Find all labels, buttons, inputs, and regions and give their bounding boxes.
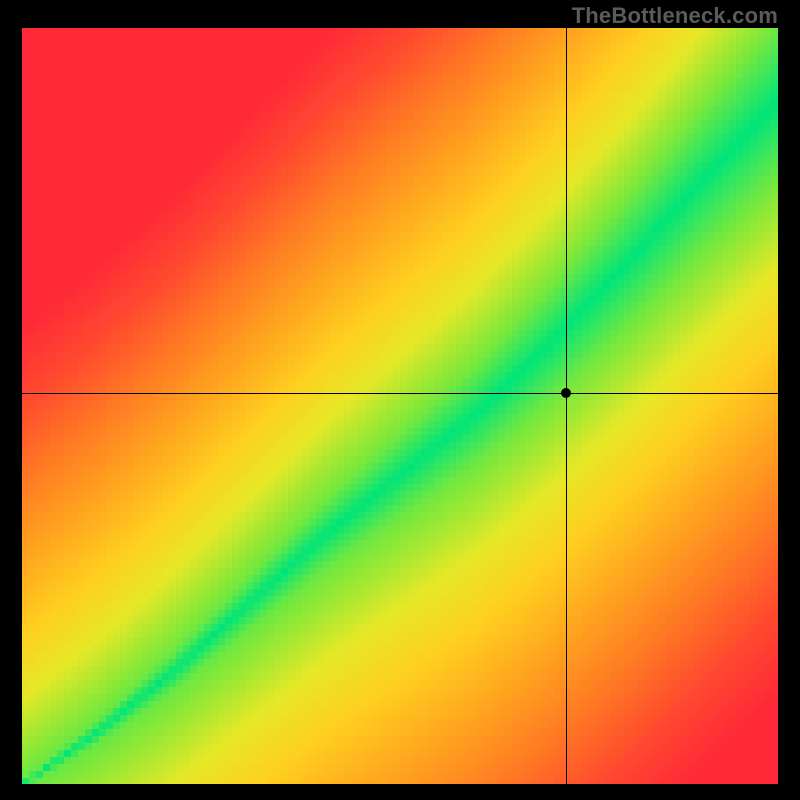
crosshair-horizontal <box>22 393 778 394</box>
plot-area <box>22 28 778 784</box>
bottleneck-heatmap <box>22 28 778 784</box>
watermark-text: TheBottleneck.com <box>572 3 778 29</box>
selection-marker-dot <box>561 388 571 398</box>
crosshair-vertical <box>566 28 567 784</box>
